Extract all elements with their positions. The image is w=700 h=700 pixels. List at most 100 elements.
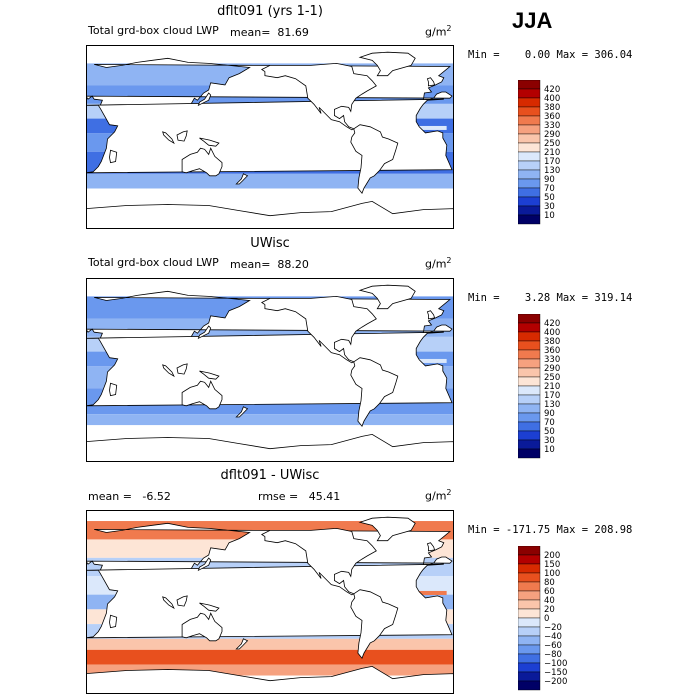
panel-2-unit: g/m2: [425, 256, 452, 271]
ocean-band: [86, 173, 454, 189]
colorbar-swatch: [517, 385, 541, 396]
colorbar-tick-label: 130: [544, 400, 560, 410]
colorbar-tick-label: 0: [544, 614, 549, 624]
colorbar-swatch: [517, 617, 541, 628]
continent-outline: [181, 612, 223, 642]
continent-outline: [350, 124, 399, 194]
continent-outline: [176, 595, 188, 607]
colorbar-swatch: [517, 133, 541, 144]
continent-outline: [109, 382, 118, 397]
colorbar-swatch: [517, 439, 541, 450]
panel-2-minmax: Min = 3.28 Max = 319.14: [468, 292, 633, 304]
colorbar-tick-label: 40: [544, 596, 555, 606]
colorbar-swatch: [517, 563, 541, 574]
panel-1-map: [86, 45, 454, 229]
colorbar-swatch: [517, 680, 541, 691]
colorbar-tick-label: 400: [544, 328, 560, 338]
panel-1-stat: mean= 81.69: [230, 26, 309, 39]
colorbar-swatch: [517, 97, 541, 108]
colorbar-tick-label: 90: [544, 175, 555, 185]
colorbar-swatch: [517, 545, 541, 556]
continent-outline: [86, 665, 454, 694]
panel-2-stat-value: 88.20: [277, 258, 309, 271]
continent-outline: [86, 98, 453, 174]
colorbar-tick-label: 210: [544, 382, 560, 392]
map-frame: [86, 45, 454, 229]
colorbar-tick-label: 30: [544, 202, 555, 212]
colorbar-swatch: [517, 115, 541, 126]
continent-outline: [197, 557, 212, 572]
colorbar-tick-label: 70: [544, 418, 555, 428]
continent-outline: [176, 130, 188, 142]
map-frame: [86, 510, 454, 694]
colorbar-swatch: [517, 671, 541, 682]
colorbar-swatch: [517, 599, 541, 610]
colorbar-tick-label: −40: [544, 632, 562, 642]
panel-1-stat-label: mean=: [230, 26, 271, 39]
colorbar-swatch: [517, 313, 541, 324]
season-label: JJA: [512, 8, 553, 33]
continent-outline: [162, 364, 175, 378]
ocean-band: [86, 414, 454, 426]
colorbar-swatch: [517, 412, 541, 423]
colorbar-tick-label: −20: [544, 623, 562, 633]
panel-1-unit-base: g/m: [425, 25, 447, 39]
continent-outline: [199, 370, 220, 380]
ocean-band: [86, 510, 454, 522]
panel-3-unit-base: g/m: [425, 489, 447, 503]
colorbar-swatch: [517, 394, 541, 405]
colorbar-tick-label: 290: [544, 130, 560, 140]
continent-outline: [197, 92, 212, 107]
panel-3-unit-exp: 2: [446, 488, 452, 497]
continent-outline: [181, 147, 223, 177]
colorbar-swatch: [517, 205, 541, 216]
colorbar-swatch: [517, 178, 541, 189]
panel-2-stat: mean= 88.20: [230, 258, 309, 271]
ocean-band: [86, 649, 454, 665]
colorbar-tick-label: 10: [544, 211, 555, 221]
colorbar-swatch: [517, 214, 541, 225]
colorbar-swatch: [517, 79, 541, 90]
colorbar-tick-label: −80: [544, 650, 562, 660]
continent-outline: [358, 284, 416, 310]
ocean-band: [86, 278, 454, 297]
panel-2-unit-exp: 2: [446, 256, 452, 265]
colorbar-tick-label: 400: [544, 94, 560, 104]
colorbar-tick-label: 100: [544, 569, 560, 579]
panel-1-unit-exp: 2: [446, 24, 452, 33]
panel-3-minmax: Min = -171.75 Max = 208.98: [468, 524, 633, 536]
colorbar-swatch: [517, 358, 541, 369]
continent-outline: [109, 614, 118, 629]
continent-outline: [426, 77, 436, 87]
panel-3-stat-label: rmse =: [258, 490, 299, 503]
panel-2-map: [86, 278, 454, 462]
colorbar-tick-label: 10: [544, 445, 555, 455]
colorbar-tick-label: 150: [544, 560, 560, 570]
colorbar-swatch: [517, 653, 541, 664]
panel-3-stat-value: 45.41: [308, 490, 341, 503]
continent-outline: [86, 331, 453, 407]
panel-2-left-label: Total grd-box cloud LWP: [88, 256, 219, 269]
panel-3-legend: 200 150 100 80 60 40 20 0 −20 −40 −60 −80 −100 −150 −2…: [517, 545, 588, 698]
panel-1-left-label: Total grd-box cloud LWP: [88, 24, 219, 37]
continent-outline: [358, 516, 416, 542]
colorbar-tick-label: 60: [544, 587, 555, 597]
colorbar-tick-label: 210: [544, 148, 560, 158]
colorbar-tick-label: 170: [544, 157, 560, 167]
continent-outline: [199, 137, 220, 147]
continent-outline: [358, 51, 416, 77]
colorbar-tick-label: 90: [544, 409, 555, 419]
continent-outline: [181, 380, 223, 410]
continent-outline: [199, 602, 220, 612]
colorbar-swatch: [517, 196, 541, 207]
continent-outline: [162, 131, 175, 145]
map-frame: [86, 278, 454, 462]
colorbar-tick-label: 360: [544, 112, 560, 122]
colorbar-swatch: [517, 124, 541, 135]
colorbar-tick-label: 250: [544, 373, 560, 383]
colorbar-swatch: [517, 376, 541, 387]
colorbar-swatch: [517, 430, 541, 441]
colorbar-tick-label: 360: [544, 346, 560, 356]
colorbar-tick-label: −200: [544, 677, 567, 687]
